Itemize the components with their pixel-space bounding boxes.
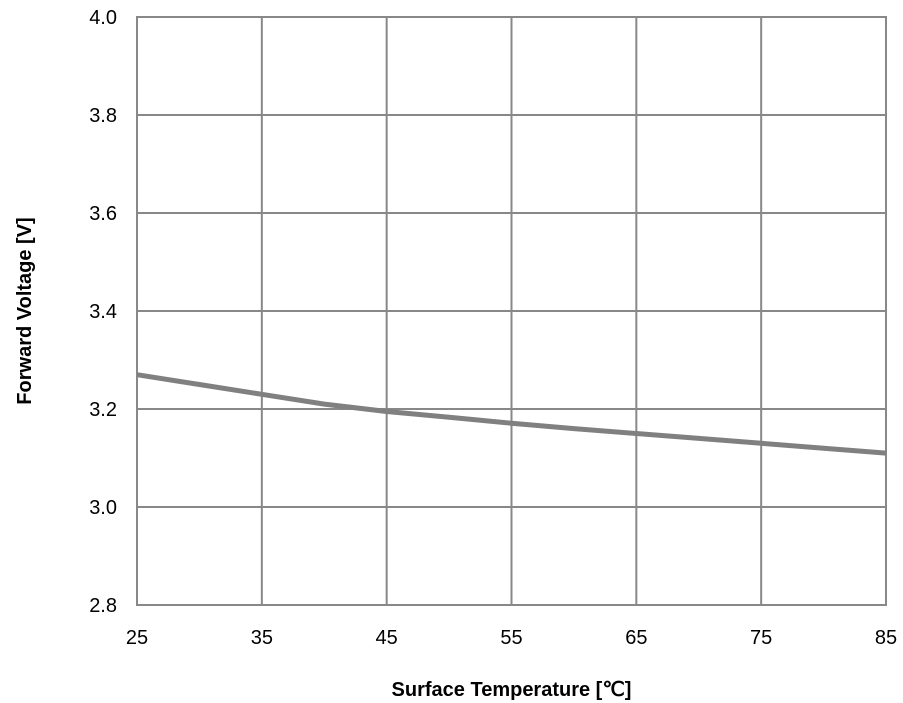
x-tick-label: 25 xyxy=(126,627,148,649)
x-tick-label: 85 xyxy=(875,627,897,649)
y-axis-title: Forward Voltage [V] xyxy=(14,217,36,404)
series-line-0 xyxy=(136,372,887,456)
y-tick-label: 3.2 xyxy=(89,399,117,421)
y-tick-label: 3.0 xyxy=(89,497,117,519)
x-tick-label: 65 xyxy=(625,627,647,649)
y-tick-label: 3.4 xyxy=(89,301,117,323)
grid xyxy=(136,16,887,606)
y-tick-labels: 2.8 3.0 3.2 3.4 3.6 3.8 4.0 xyxy=(89,7,117,617)
x-tick-labels: 25 35 45 55 65 75 85 xyxy=(126,627,897,649)
x-tick-label: 75 xyxy=(750,627,772,649)
y-tick-label: 4.0 xyxy=(89,7,117,29)
plot-area-frame xyxy=(136,16,887,606)
x-tick-label: 55 xyxy=(500,627,522,649)
x-axis-title: Surface Temperature [℃] xyxy=(392,679,632,701)
y-tick-label: 3.8 xyxy=(89,105,117,127)
x-tick-label: 45 xyxy=(376,627,398,649)
y-tick-label: 2.8 xyxy=(89,595,117,617)
series-layer xyxy=(136,372,887,456)
y-tick-label: 3.6 xyxy=(89,203,117,225)
x-tick-label: 35 xyxy=(251,627,273,649)
